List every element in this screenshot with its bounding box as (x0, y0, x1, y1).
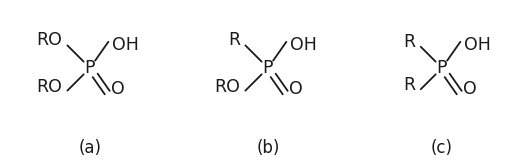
Text: O: O (289, 80, 303, 98)
Text: (c): (c) (431, 139, 453, 157)
Text: O: O (111, 80, 125, 98)
Text: OH: OH (290, 36, 317, 54)
Text: OH: OH (112, 36, 139, 54)
Text: O: O (463, 80, 477, 98)
Text: R: R (404, 76, 416, 94)
Text: R: R (404, 33, 416, 51)
Text: P: P (263, 59, 273, 77)
Text: OH: OH (464, 36, 491, 54)
Text: (b): (b) (256, 139, 280, 157)
Text: P: P (437, 59, 447, 77)
Text: (a): (a) (79, 139, 102, 157)
Text: P: P (85, 59, 95, 77)
Text: RO: RO (37, 31, 62, 49)
Text: RO: RO (37, 78, 62, 96)
Text: R: R (228, 31, 240, 49)
Text: RO: RO (214, 78, 240, 96)
